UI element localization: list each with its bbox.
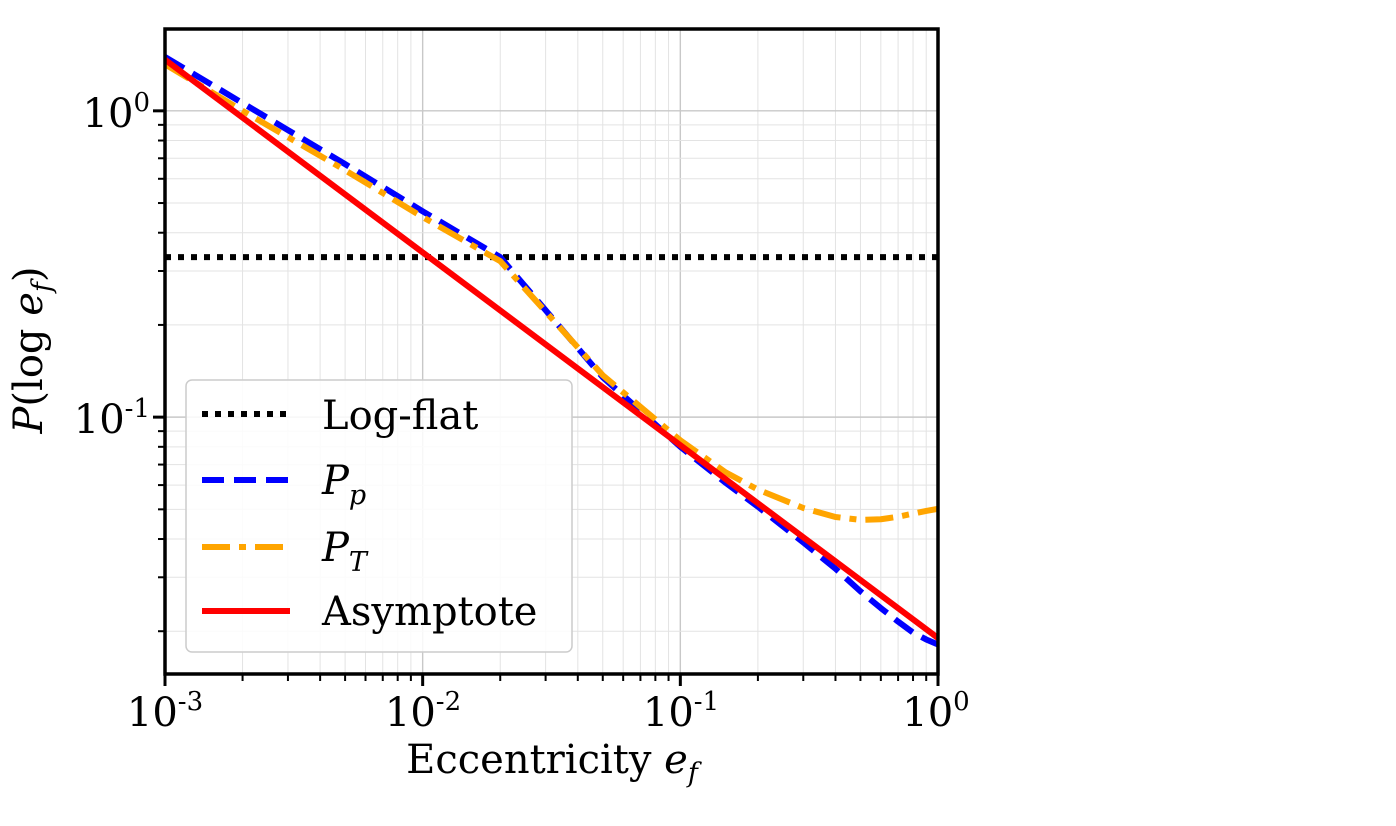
plot-frame (163, 27, 940, 676)
series-line-p-t (165, 61, 938, 523)
x-tick-label-0: 10-3 (127, 687, 203, 736)
legend: Log-flat Pp PT Asymptote (185, 379, 573, 653)
x-tick-label-2: 10-1 (643, 687, 719, 736)
series-group (165, 54, 938, 648)
x-tick-label-3: 100 (902, 687, 969, 736)
y-tick-label-0: 10-1 (74, 394, 150, 443)
legend-label-log-flat: Log-flat (322, 393, 478, 439)
legend-box (185, 379, 573, 653)
x-axis-label: Eccentricity ef (406, 737, 702, 789)
legend-label-asymptote: Asymptote (321, 589, 537, 635)
legend-label-p-p: Pp (321, 458, 366, 511)
series-line-asymptote (165, 57, 938, 641)
legend-label-p-t: PT (321, 525, 369, 578)
y-axis-label: P(log ef) (6, 266, 58, 434)
y-tick-label-1: 100 (83, 88, 150, 137)
x-tick-label-1: 10-2 (385, 687, 461, 736)
